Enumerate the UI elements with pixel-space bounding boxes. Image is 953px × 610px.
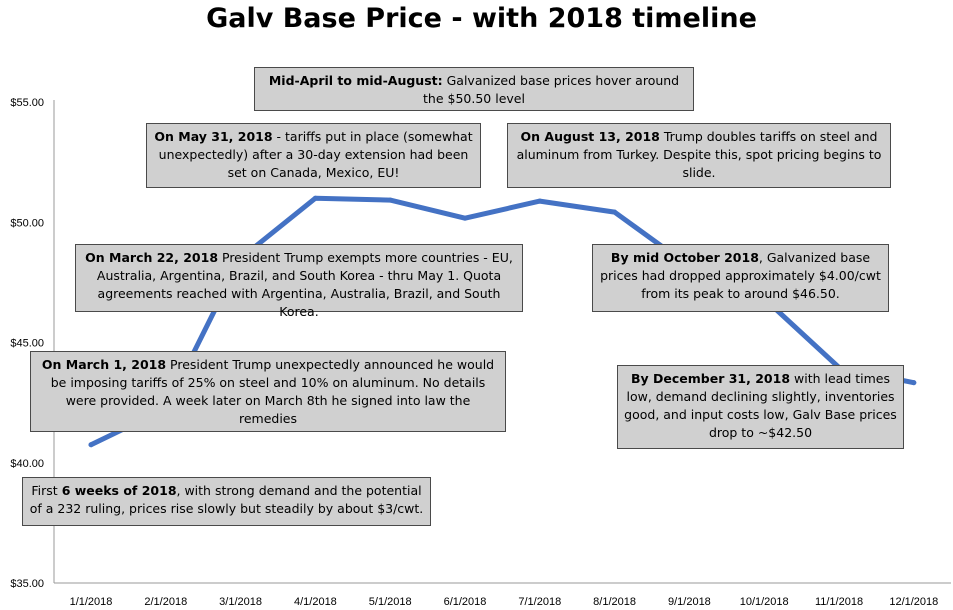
annotation-text: - tariffs put in place (somewhat unexpec…	[158, 129, 473, 180]
annotation-prefix: First	[31, 483, 62, 498]
data-point	[911, 380, 917, 386]
annotation-bold: By December 31, 2018	[631, 371, 791, 386]
x-tick-label: 12/1/2018	[889, 596, 938, 608]
annotation-mid-october: By mid October 2018, Galvanized base pri…	[592, 244, 889, 312]
y-tick-label: $35.00	[10, 578, 44, 590]
data-point	[88, 442, 94, 448]
y-tick-label: $55.00	[10, 97, 44, 109]
y-tick-label: $40.00	[10, 458, 44, 470]
x-tick-label: 9/1/2018	[668, 596, 711, 608]
annotation-may-31: On May 31, 2018 - tariffs put in place (…	[146, 123, 481, 188]
annotation-text: Trump doubles tariffs on steel and alumi…	[516, 129, 882, 180]
x-tick-label: 5/1/2018	[369, 596, 412, 608]
y-tick-label: $50.00	[10, 217, 44, 229]
x-tick-label: 1/1/2018	[70, 596, 113, 608]
data-point	[387, 197, 393, 203]
annotation-december-31: By December 31, 2018 with lead times low…	[617, 365, 904, 449]
annotation-march-22: On March 22, 2018 President Trump exempt…	[75, 244, 523, 319]
annotation-text: , with strong demand and the potential o…	[29, 483, 424, 516]
data-point	[462, 215, 468, 221]
x-tick-label: 2/1/2018	[144, 596, 187, 608]
data-point	[612, 209, 618, 215]
x-tick-label: 4/1/2018	[294, 596, 337, 608]
annotation-august-13: On August 13, 2018 Trump doubles tariffs…	[507, 123, 891, 188]
annotation-bold: By mid October 2018	[610, 250, 759, 265]
annotation-text: Galvanized base prices hover around the …	[423, 73, 680, 106]
annotation-text: President Trump unexpectedly announced h…	[50, 357, 495, 426]
annotation-bold: On May 31, 2018	[154, 129, 273, 144]
annotation-text: President Trump exempts more countries -…	[96, 250, 513, 319]
x-tick-label: 3/1/2018	[219, 596, 262, 608]
annotation-text: with lead times low, demand declining sl…	[624, 371, 897, 440]
annotation-bold: 6 weeks of 2018	[61, 483, 177, 498]
x-tick-label: 11/1/2018	[815, 596, 863, 608]
data-point	[312, 195, 318, 201]
annotation-bold: On March 22, 2018	[85, 250, 219, 265]
annotation-text: , Galvanized base prices had dropped app…	[600, 250, 881, 301]
y-tick-label: $45.00	[10, 338, 44, 350]
annotation-march-1: On March 1, 2018 President Trump unexpec…	[30, 351, 506, 432]
annotation-first-6-weeks: First 6 weeks of 2018, with strong deman…	[22, 477, 431, 526]
x-tick-label: 10/1/2018	[740, 596, 789, 608]
annotation-mid-april: Mid-April to mid-August: Galvanized base…	[254, 67, 694, 111]
x-tick-label: 6/1/2018	[444, 596, 487, 608]
annotation-bold: Mid-April to mid-August:	[268, 73, 443, 88]
annotation-bold: On August 13, 2018	[520, 129, 660, 144]
x-tick-label: 7/1/2018	[518, 596, 561, 608]
chart-title: Galv Base Price - with 2018 timeline	[206, 3, 757, 34]
annotation-bold: On March 1, 2018	[41, 357, 167, 372]
data-point	[537, 198, 543, 204]
x-tick-label: 8/1/2018	[593, 596, 636, 608]
